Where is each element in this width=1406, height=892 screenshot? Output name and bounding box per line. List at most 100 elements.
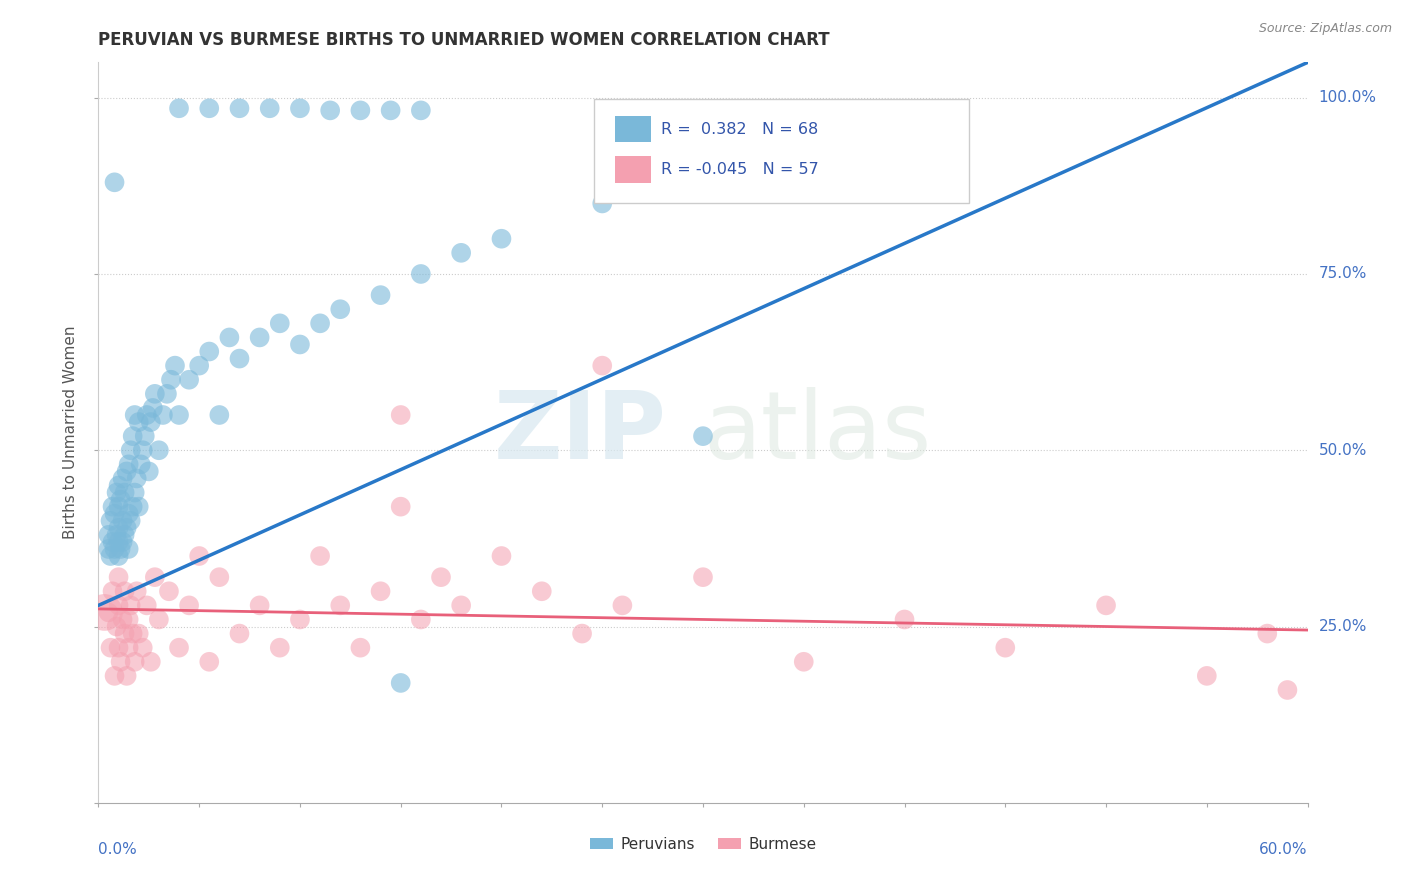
- Point: [163, 359, 186, 373]
- Point: [370, 584, 392, 599]
- Point: [124, 408, 146, 422]
- Point: [208, 408, 231, 422]
- Point: [105, 619, 128, 633]
- Point: [329, 302, 352, 317]
- Point: [612, 599, 634, 613]
- Text: PERUVIAN VS BURMESE BIRTHS TO UNMARRIED WOMEN CORRELATION CHART: PERUVIAN VS BURMESE BIRTHS TO UNMARRIED …: [98, 31, 830, 49]
- Point: [118, 640, 141, 655]
- Point: [101, 500, 124, 514]
- Point: [143, 387, 166, 401]
- Point: [152, 408, 174, 422]
- Point: [124, 655, 146, 669]
- Point: [114, 584, 136, 599]
- Text: ZIP: ZIP: [494, 386, 666, 479]
- Point: [111, 612, 134, 626]
- Point: [389, 408, 412, 422]
- Point: [107, 535, 129, 549]
- Point: [530, 584, 553, 599]
- Point: [389, 500, 412, 514]
- Point: [370, 288, 392, 302]
- Point: [249, 330, 271, 344]
- Point: [179, 373, 201, 387]
- Point: [249, 599, 271, 613]
- Point: [110, 655, 132, 669]
- Point: [1195, 669, 1218, 683]
- Point: [198, 101, 221, 115]
- Y-axis label: Births to Unmarried Women: Births to Unmarried Women: [63, 326, 79, 540]
- Point: [188, 549, 211, 563]
- Point: [118, 458, 141, 472]
- Point: [450, 245, 472, 260]
- Point: [994, 640, 1017, 655]
- Point: [148, 443, 170, 458]
- Point: [103, 669, 125, 683]
- Point: [135, 599, 157, 613]
- Point: [309, 549, 332, 563]
- Point: [591, 196, 613, 211]
- Point: [114, 485, 136, 500]
- Point: [259, 101, 281, 115]
- Point: [198, 344, 221, 359]
- Point: [111, 471, 134, 485]
- Point: [111, 535, 134, 549]
- Point: [125, 584, 148, 599]
- Point: [100, 640, 122, 655]
- Point: [198, 655, 221, 669]
- Point: [121, 429, 143, 443]
- Point: [491, 549, 513, 563]
- Point: [107, 640, 129, 655]
- Bar: [614, 116, 651, 143]
- Point: [114, 626, 136, 640]
- Point: [111, 514, 134, 528]
- Text: 50.0%: 50.0%: [1319, 442, 1367, 458]
- Point: [107, 549, 129, 563]
- Point: [692, 570, 714, 584]
- Point: [139, 415, 162, 429]
- Point: [110, 492, 132, 507]
- Point: [115, 464, 138, 478]
- Point: [128, 626, 150, 640]
- Bar: [614, 156, 651, 183]
- Point: [135, 408, 157, 422]
- Point: [409, 103, 432, 118]
- Point: [228, 351, 250, 366]
- Point: [110, 541, 132, 556]
- Point: [97, 528, 120, 542]
- Point: [107, 599, 129, 613]
- Text: Source: ZipAtlas.com: Source: ZipAtlas.com: [1258, 22, 1392, 36]
- Point: [107, 478, 129, 492]
- Point: [228, 101, 250, 115]
- Point: [107, 570, 129, 584]
- Point: [125, 471, 148, 485]
- Point: [409, 267, 432, 281]
- Point: [450, 599, 472, 613]
- Text: 0.0%: 0.0%: [98, 842, 138, 856]
- Point: [115, 521, 138, 535]
- Point: [228, 626, 250, 640]
- Point: [571, 626, 593, 640]
- Point: [208, 570, 231, 584]
- Point: [288, 101, 311, 115]
- Point: [107, 500, 129, 514]
- Point: [100, 549, 122, 563]
- Text: atlas: atlas: [703, 386, 931, 479]
- Point: [132, 443, 155, 458]
- Point: [491, 232, 513, 246]
- Point: [142, 401, 165, 415]
- Point: [143, 570, 166, 584]
- Point: [124, 485, 146, 500]
- Point: [121, 626, 143, 640]
- Point: [103, 507, 125, 521]
- Point: [409, 612, 432, 626]
- Point: [309, 316, 332, 330]
- Point: [349, 103, 371, 118]
- Text: 25.0%: 25.0%: [1319, 619, 1367, 634]
- Point: [97, 606, 120, 620]
- Point: [156, 387, 179, 401]
- Point: [288, 612, 311, 626]
- Point: [179, 599, 201, 613]
- Point: [114, 528, 136, 542]
- Point: [218, 330, 240, 344]
- Point: [103, 175, 125, 189]
- Point: [329, 599, 352, 613]
